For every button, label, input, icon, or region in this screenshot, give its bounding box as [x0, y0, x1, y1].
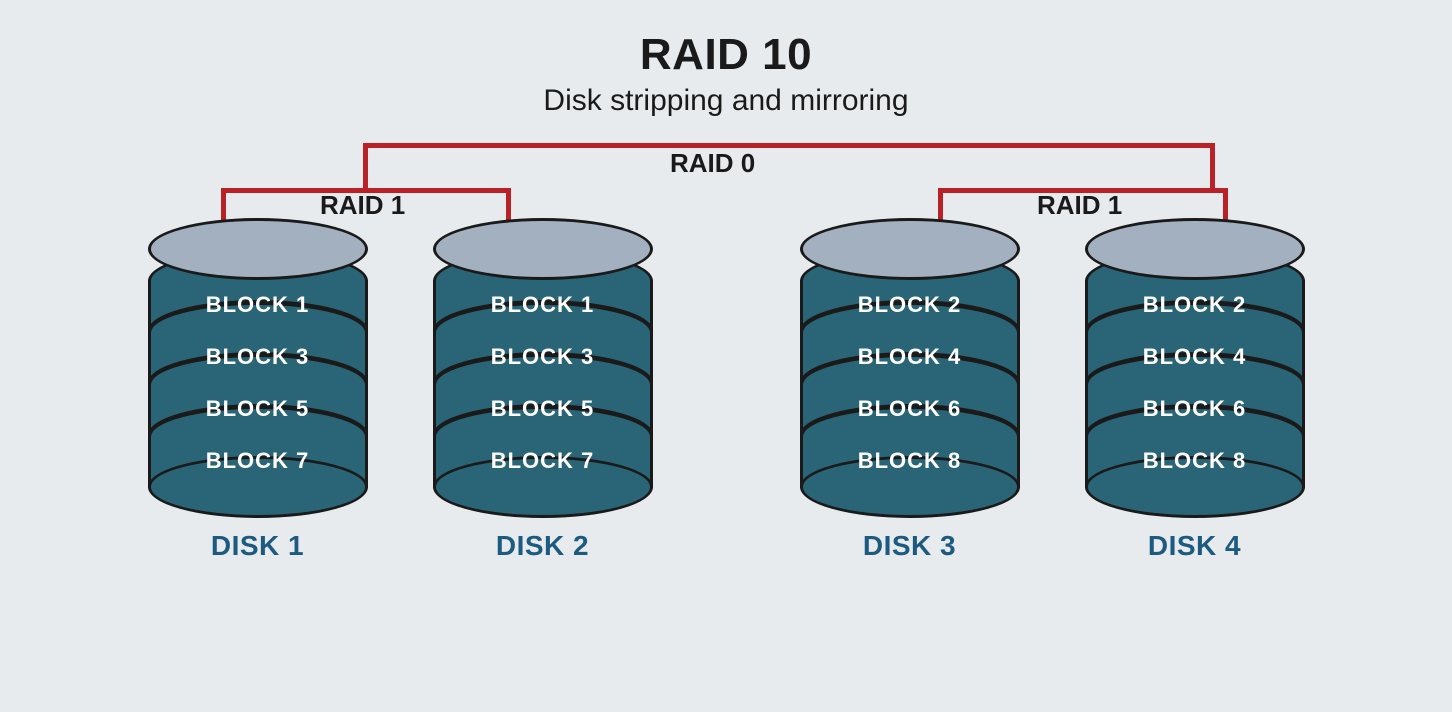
disk-name-label: DISK 1: [211, 530, 304, 562]
disk-top-cap: [148, 218, 368, 280]
disk-4-stack: BLOCK 2 BLOCK 4 BLOCK 6: [1085, 218, 1305, 488]
raid1-left-label: RAID 1: [320, 190, 405, 221]
block-label: BLOCK 3: [148, 344, 368, 370]
disk-name-label: DISK 3: [863, 530, 956, 562]
disk-3: BLOCK 2 BLOCK 4 BLOCK 6: [800, 218, 1020, 562]
raid1-left-group: BLOCK 1 BLOCK 3 BLOCK 5: [148, 218, 653, 562]
block-label: BLOCK 5: [148, 396, 368, 422]
raid0-hline: [363, 143, 1215, 148]
block-label: BLOCK 1: [148, 292, 368, 318]
block-label: BLOCK 4: [800, 344, 1020, 370]
diagram-title: RAID 10: [0, 0, 1452, 80]
block-label: BLOCK 8: [800, 448, 1020, 474]
disk-3-stack: BLOCK 2 BLOCK 4 BLOCK 6: [800, 218, 1020, 488]
disks-row: BLOCK 1 BLOCK 3 BLOCK 5: [0, 218, 1452, 562]
raid0-vleft: [363, 143, 368, 188]
block-label: BLOCK 5: [433, 396, 653, 422]
disk-2-stack: BLOCK 1 BLOCK 3 BLOCK 5: [433, 218, 653, 488]
raid0-vright: [1210, 143, 1215, 188]
block-label: BLOCK 8: [1085, 448, 1305, 474]
disk-top-cap: [433, 218, 653, 280]
block-label: BLOCK 4: [1085, 344, 1305, 370]
block-label: BLOCK 7: [433, 448, 653, 474]
block-label: BLOCK 2: [800, 292, 1020, 318]
diagram-subtitle: Disk stripping and mirroring: [0, 84, 1452, 118]
raid1-right-group: BLOCK 2 BLOCK 4 BLOCK 6: [800, 218, 1305, 562]
block-label: BLOCK 6: [1085, 396, 1305, 422]
disk-2: BLOCK 1 BLOCK 3 BLOCK 5: [433, 218, 653, 562]
block-label: BLOCK 6: [800, 396, 1020, 422]
raid-diagram: RAID 0 RAID 1 RAID 1 BLOCK 1: [0, 118, 1452, 698]
block-label: BLOCK 2: [1085, 292, 1305, 318]
disk-1-stack: BLOCK 1 BLOCK 3 BLOCK 5: [148, 218, 368, 488]
block-label: BLOCK 3: [433, 344, 653, 370]
disk-name-label: DISK 2: [496, 530, 589, 562]
disk-top-cap: [800, 218, 1020, 280]
raid0-label: RAID 0: [670, 148, 755, 179]
disk-name-label: DISK 4: [1148, 530, 1241, 562]
disk-top-cap: [1085, 218, 1305, 280]
raid1-right-label: RAID 1: [1037, 190, 1122, 221]
block-label: BLOCK 7: [148, 448, 368, 474]
block-label: BLOCK 1: [433, 292, 653, 318]
disk-1: BLOCK 1 BLOCK 3 BLOCK 5: [148, 218, 368, 562]
disk-4: BLOCK 2 BLOCK 4 BLOCK 6: [1085, 218, 1305, 562]
